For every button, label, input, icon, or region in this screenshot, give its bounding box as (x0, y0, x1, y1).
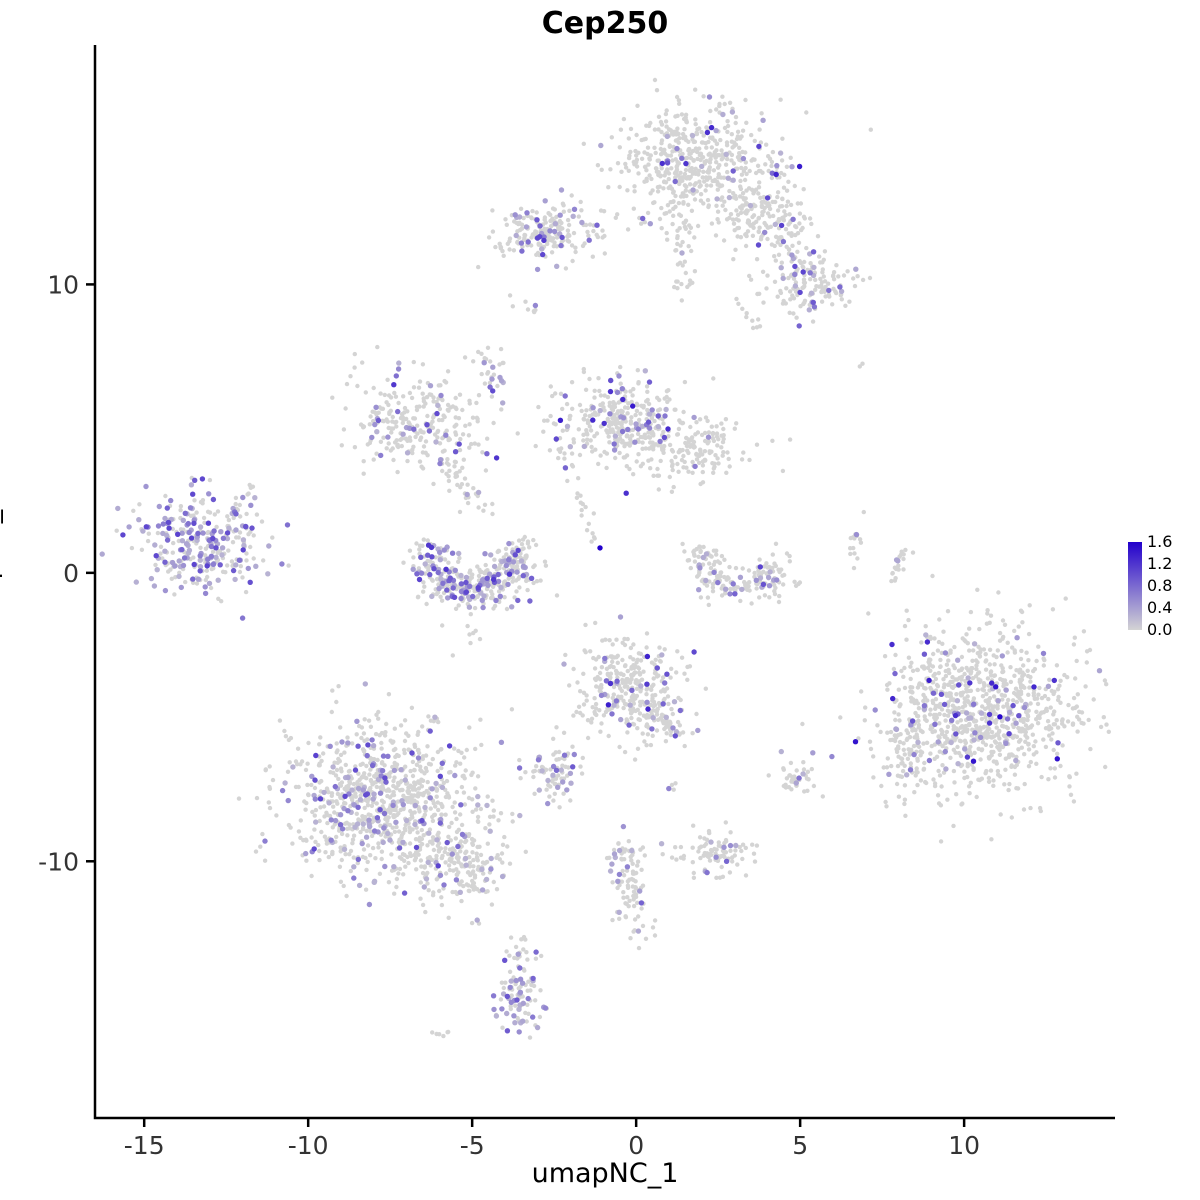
x-axis-label: umapNC_1 (531, 1158, 679, 1189)
tick-label: 5 (792, 1131, 808, 1160)
colorbar-label: 0.4 (1147, 598, 1173, 617)
tick-label: -10 (288, 1131, 329, 1160)
axis-lines (93, 45, 1115, 1120)
scatter-points (99, 77, 1112, 1040)
tick-label: -5 (460, 1131, 485, 1160)
tick-label: -15 (124, 1131, 165, 1160)
colorbar-label: 0.8 (1147, 576, 1173, 595)
colorbar-label: 0.0 (1147, 620, 1173, 639)
plot-title: Cep250 (541, 6, 669, 41)
tick-label: 10 (948, 1131, 980, 1160)
colorbar-gradient (1128, 542, 1142, 630)
colorbar-label: 1.2 (1147, 554, 1173, 573)
tick-label: 0 (63, 559, 79, 588)
tick-label: 0 (628, 1131, 644, 1160)
y-axis-label: umapNC_2 (0, 492, 4, 640)
tick-label: -10 (38, 847, 79, 876)
colorbar-legend: 1.6 1.2 0.8 0.4 0.0 (1128, 534, 1198, 642)
colorbar-label: 1.6 (1147, 532, 1173, 551)
tick-label: 10 (47, 270, 79, 299)
